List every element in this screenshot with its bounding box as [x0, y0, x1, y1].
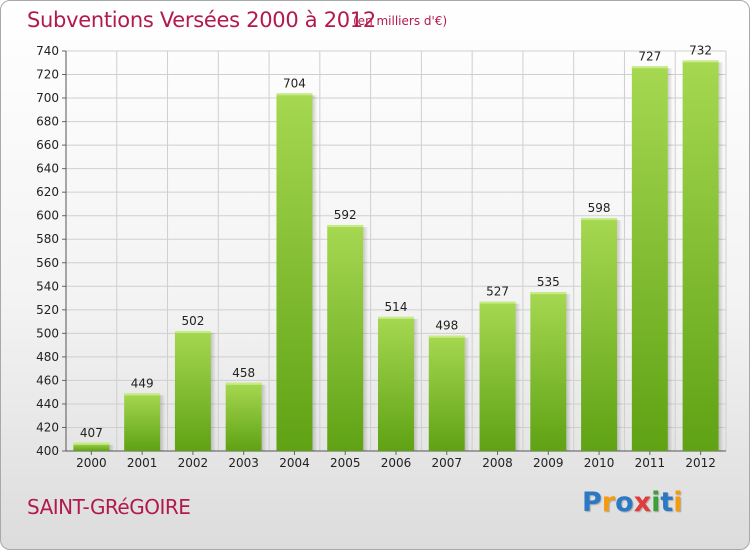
y-tick-label: 480 — [36, 350, 59, 364]
bar-shadow — [210, 333, 216, 451]
y-tick-label: 420 — [36, 420, 59, 434]
logo-letter: P — [582, 487, 602, 518]
bar-shadow — [261, 384, 267, 451]
bar — [174, 331, 211, 451]
y-tick-label: 520 — [36, 303, 59, 317]
bar-highlight — [327, 225, 364, 228]
y-tick-label: 440 — [36, 397, 59, 411]
bar-highlight — [682, 60, 719, 63]
y-tick-label: 560 — [36, 256, 59, 270]
bar-shadow — [566, 294, 572, 451]
data-label: 514 — [385, 300, 408, 314]
x-tick-label: 2002 — [178, 456, 209, 470]
x-tick-label: 2006 — [381, 456, 412, 470]
y-tick-label: 680 — [36, 115, 59, 129]
bar — [581, 218, 618, 451]
y-tick-label: 540 — [36, 279, 59, 293]
y-tick-label: 660 — [36, 138, 59, 152]
y-tick-label: 740 — [36, 44, 59, 58]
data-label: 407 — [80, 426, 103, 440]
x-tick-label: 2005 — [330, 456, 361, 470]
logo-letter: o — [615, 487, 634, 518]
bar-highlight — [276, 93, 313, 96]
data-labels: 407 449 502 458 704 592 514 498 527 535 598 727 732 — [80, 43, 712, 439]
bar-shadow — [617, 220, 623, 451]
bar-highlight — [530, 292, 567, 295]
bar-shadow — [515, 303, 521, 451]
bar-highlight — [73, 442, 110, 445]
bar-highlight — [581, 218, 618, 221]
bar — [73, 442, 110, 451]
y-tick-label: 400 — [36, 444, 59, 458]
x-tick-label: 2001 — [127, 456, 158, 470]
axes: 400 420 440 460 480 500 520 540 560 580 600 620 640 6… — [36, 44, 726, 470]
bar — [378, 316, 414, 451]
bar — [124, 393, 161, 451]
x-tick-label: 2000 — [76, 456, 107, 470]
proxiti-logo: Proxiti — [582, 487, 683, 518]
place-name: SAINT-GRéGOIRE — [27, 495, 191, 519]
bar-shadow — [363, 227, 369, 451]
data-label: 592 — [334, 208, 357, 222]
data-label: 727 — [638, 49, 661, 63]
bar-shadow — [109, 444, 115, 451]
bar-shadow — [718, 62, 724, 451]
logo-letter: i — [673, 487, 683, 518]
bar-shadow — [312, 95, 318, 452]
y-tick-label: 620 — [36, 185, 59, 199]
data-label: 458 — [232, 366, 255, 380]
bar-highlight — [225, 382, 262, 385]
data-label: 498 — [435, 319, 458, 333]
bars — [73, 60, 724, 452]
logo-letter: i — [651, 487, 661, 518]
bar-highlight — [631, 66, 668, 69]
bar-highlight — [124, 393, 161, 396]
data-label: 535 — [537, 275, 560, 289]
data-label: 449 — [131, 376, 154, 390]
x-tick-label: 2008 — [482, 456, 513, 470]
bar-highlight — [378, 316, 414, 319]
bar-shadow — [414, 318, 419, 451]
bar — [682, 60, 719, 451]
bar — [225, 382, 262, 451]
bar-highlight — [479, 301, 516, 304]
logo-letter: x — [633, 487, 652, 518]
bar-shadow — [160, 395, 166, 451]
data-label: 527 — [486, 285, 509, 299]
y-tick-label: 720 — [36, 68, 59, 82]
x-tick-label: 2011 — [635, 456, 666, 470]
bar-shadow — [667, 68, 673, 451]
bar — [479, 301, 516, 451]
bar-shadow — [464, 337, 470, 451]
logo-letter: r — [601, 487, 616, 518]
x-tick-label: 2009 — [533, 456, 564, 470]
bar — [327, 225, 364, 451]
y-tick-label: 600 — [36, 209, 59, 223]
y-tick-label: 500 — [36, 326, 59, 340]
y-tick-label: 700 — [36, 91, 59, 105]
x-tick-label: 2004 — [279, 456, 310, 470]
x-tick-label: 2010 — [584, 456, 615, 470]
y-tick-label: 580 — [36, 232, 59, 246]
bar — [428, 335, 465, 451]
y-tick-label: 640 — [36, 162, 59, 176]
data-label: 598 — [588, 201, 611, 215]
logo-letter: t — [660, 487, 674, 518]
bar — [276, 93, 313, 452]
bar — [631, 66, 668, 451]
chart-title: Subventions Versées 2000 à 2012 — [27, 8, 376, 32]
bar-highlight — [174, 331, 211, 333]
bar — [530, 292, 567, 451]
y-tick-label: 460 — [36, 373, 59, 387]
data-label: 704 — [283, 76, 306, 90]
x-tick-label: 2007 — [431, 456, 462, 470]
data-label: 502 — [181, 314, 204, 328]
x-tick-label: 2003 — [228, 456, 259, 470]
x-tick-label: 2012 — [685, 456, 716, 470]
chart-subtitle: (en milliers d'€) — [353, 14, 448, 28]
data-label: 732 — [689, 43, 712, 57]
bar-highlight — [428, 335, 465, 338]
